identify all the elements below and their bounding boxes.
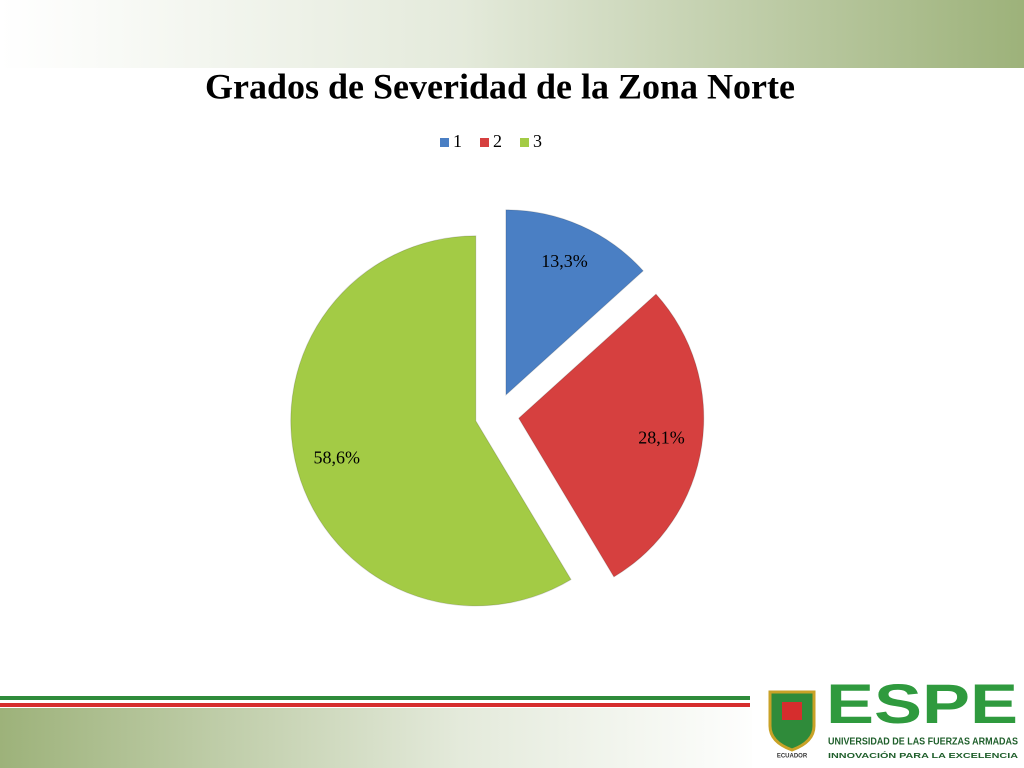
crest [768, 690, 816, 752]
crest-label: ECUADOR [777, 754, 808, 760]
logo: ECUADOR ESPE UNIVERSIDAD DE LAS FUERZAS … [752, 672, 1024, 768]
legend-label: 2 [493, 131, 502, 151]
legend-label: 3 [533, 131, 542, 151]
pie-slice [505, 209, 644, 397]
logo-name: ESPE [826, 672, 1018, 735]
data-label: 28,1% [638, 428, 685, 448]
legend-swatch [440, 138, 449, 147]
data-label: 13,3% [541, 251, 588, 271]
legend-swatch [520, 138, 529, 147]
legend-label: 1 [453, 131, 462, 151]
top-band [0, 0, 1024, 68]
legend-swatch [480, 138, 489, 147]
green-rule [0, 696, 750, 700]
pie-slice [518, 293, 705, 578]
pie-slice [290, 235, 572, 607]
data-label: 58,6% [313, 448, 360, 468]
logo-line2: INNOVACIÓN PARA LA EXCELENCIA [828, 751, 1018, 760]
logo-line1: UNIVERSIDAD DE LAS FUERZAS ARMADAS [828, 737, 1018, 748]
chart-title: Grados de Severidad de la Zona Norte [205, 66, 795, 106]
crest-inner [782, 702, 802, 720]
red-rule [0, 703, 750, 707]
